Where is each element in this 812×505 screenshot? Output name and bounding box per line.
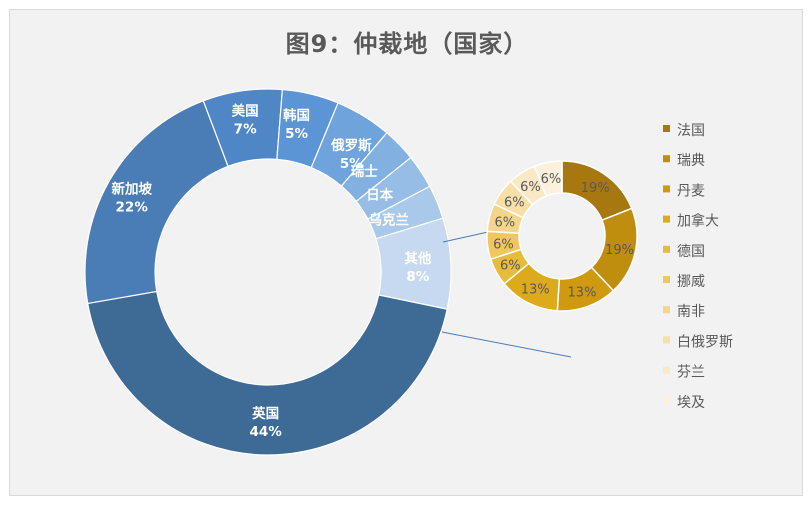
sub-label-6: 6%: [495, 215, 516, 230]
main-slice-0: [87, 290, 448, 456]
legend-label-0: 法国: [677, 123, 705, 139]
main-label-2: 美国 7%: [232, 102, 259, 137]
legend-swatch-9: [663, 396, 670, 404]
legend-swatch-8: [663, 366, 670, 374]
legend-swatch-0: [663, 125, 670, 132]
chart-title: 图9：仲裁地（国家）: [285, 30, 529, 58]
legend-label-2: 丹麦: [677, 183, 705, 199]
sub-label-2: 13%: [568, 286, 597, 301]
connector-line-top: [442, 231, 489, 243]
main-label-1: 新加坡 22%: [111, 181, 152, 216]
legend-label-3: 加拿大: [677, 213, 719, 230]
legend-swatch-5: [663, 276, 670, 283]
main-label-8: 其他 8%: [404, 250, 431, 285]
legend-swatch-7: [663, 336, 670, 344]
sub-label-1: 19%: [605, 243, 634, 258]
legend-label-4: 德国: [677, 244, 705, 260]
sub-slice-9: [533, 160, 563, 197]
chart-frame: 图9：仲裁地（国家） 英国 44% 新加坡 22% 美国 7% 韩国 5% 俄罗斯 5% 瑞士日本乌…: [9, 9, 803, 496]
legend-swatch-1: [663, 155, 670, 163]
legend-label-7: 白俄罗斯: [677, 334, 733, 350]
sub-label-5: 6%: [493, 237, 514, 252]
legend-swatch-4: [663, 245, 670, 253]
legend-label-9: 埃及: [677, 395, 705, 411]
main-slice-1: [84, 100, 229, 305]
sub-label-7: 6%: [504, 195, 525, 210]
connector-line-bottom: [441, 331, 572, 358]
legend-label-5: 挪威: [677, 274, 705, 290]
sub-label-4: 6%: [500, 258, 521, 273]
sub-label-3: 13%: [521, 283, 550, 298]
legend-swatch-3: [663, 215, 670, 223]
main-label-0: 英国 44%: [249, 405, 282, 440]
sub-label-9: 6%: [541, 172, 562, 187]
legend-swatch-6: [663, 306, 670, 314]
sub-label-0: 19%: [581, 181, 610, 196]
legend-label-8: 芬兰: [677, 365, 705, 381]
legend-swatch-2: [663, 185, 670, 193]
main-label-4: 俄罗斯 5%: [330, 137, 372, 172]
main-slice-8: [375, 217, 452, 310]
legend-label-6: 南非: [677, 304, 705, 320]
main-label-3: 韩国 5%: [283, 107, 310, 142]
legend-label-1: 瑞典: [677, 153, 705, 169]
main-label-5: 瑞士: [351, 163, 378, 180]
main-label-7: 乌克兰: [368, 211, 409, 228]
sub-label-8: 6%: [520, 180, 541, 195]
main-label-6: 日本: [366, 187, 393, 204]
